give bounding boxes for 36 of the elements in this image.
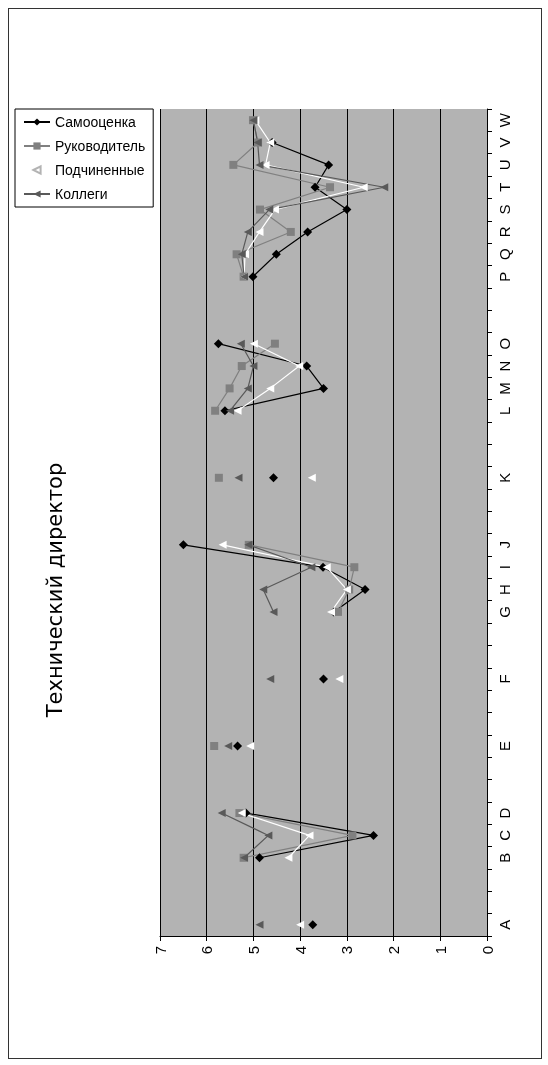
legend-label: Самооценка: [55, 114, 137, 130]
y-tick-label: E: [496, 741, 513, 752]
y-tick-label: G: [496, 606, 513, 618]
legend-label: Подчиненные: [55, 162, 145, 178]
legend-label: Руководитель: [55, 138, 146, 154]
x-tick-label: 2: [385, 946, 403, 955]
x-tick-label: 0: [478, 946, 496, 955]
x-tick-label: 3: [338, 946, 356, 955]
y-tick-label: P: [496, 271, 513, 282]
x-tick-label: 7: [151, 946, 169, 955]
x-tick-label: 1: [431, 946, 449, 955]
y-tick-label: K: [496, 472, 513, 483]
y-tick-label: M: [496, 382, 513, 395]
y-tick-label: I: [496, 565, 513, 570]
y-tick-label: D: [496, 807, 513, 819]
x-tick-label: 6: [198, 946, 216, 955]
y-tick-label: V: [496, 137, 513, 148]
legend-label: Коллеги: [55, 186, 108, 202]
y-tick-label: J: [496, 541, 513, 549]
y-tick-label: F: [496, 674, 513, 684]
text: Технический директор: [43, 462, 67, 719]
y-tick-label: R: [496, 226, 513, 238]
y-tick-label: W: [496, 112, 513, 128]
y-tick-label: H: [496, 584, 513, 595]
y-tick-label: O: [496, 337, 513, 350]
y-tick-label: N: [496, 360, 513, 372]
y-tick-label: S: [496, 204, 513, 215]
y-tick-label: U: [496, 159, 513, 171]
y-tick-label: A: [496, 919, 513, 930]
y-tick-label: C: [496, 829, 513, 841]
y-tick-label: L: [496, 406, 513, 415]
y-tick-label: Q: [496, 248, 513, 261]
x-tick-label: 4: [291, 946, 309, 955]
x-tick-label: 5: [244, 946, 262, 955]
y-tick-label: T: [496, 182, 513, 192]
y-tick-label: B: [496, 852, 513, 863]
